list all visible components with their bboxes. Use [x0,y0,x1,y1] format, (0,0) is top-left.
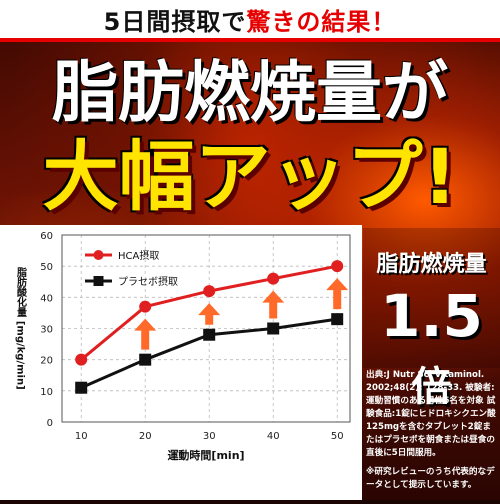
legend-label: プラセボ摂取 [118,275,178,288]
y-tick-label: 20 [40,356,53,367]
plot-frame [61,234,351,423]
y-tick-label: 40 [40,293,53,304]
y-tick-label: 50 [40,262,53,273]
up-arrow [326,278,349,310]
x-tick-label: 50 [331,431,344,442]
y-tick-label: 10 [40,387,53,398]
data-point-hca [75,353,88,366]
headline-line2: 大幅アップ! [42,132,458,221]
badge-unit: 倍 [411,364,452,410]
data-point-hca [331,260,344,273]
data-point-placebo [75,381,88,394]
chart-panel: 0 10 20 30 40 50 60 10 20 30 40 50 運動時間[min] 脂肪酸化量 [m… [0,225,362,500]
result-badge: 脂肪燃焼量 1.5 倍 [363,228,500,410]
data-point-placebo [203,328,216,341]
data-point-hca [203,285,216,298]
x-tick-label: 30 [203,431,216,442]
data-point-placebo [267,322,280,335]
source-note: 出典:J Nutr Sci Vitaminol. 2002;48(2): 128… [366,370,496,458]
y-tick-label: 0 [47,418,53,429]
data-point-hca [267,272,280,285]
legend-marker [93,250,104,260]
x-axis-label: 運動時間[min] [167,448,244,462]
banner-accent: 驚きの結果 [246,7,372,36]
up-arrow [134,318,157,350]
fat-oxidation-chart: 0 10 20 30 40 50 60 10 20 30 40 50 運動時間[min] 脂肪酸化量 [m… [15,231,351,462]
x-tick-label: 10 [75,431,88,442]
legend-marker [93,276,104,286]
headline-line1: 脂肪燃焼量が [52,54,448,131]
badge-value: 1.5 [380,282,483,350]
banner-prefix: 5日間摂取で [103,7,247,36]
y-tick-label: 60 [40,231,53,242]
study-note: 出典:J Nutr Sci Vitaminol. 2002;48(2): 128… [366,369,498,498]
x-tick-label: 40 [267,431,280,442]
top-banner: 5日間摂取で 驚きの結果！ [0,0,500,42]
x-tick-label: 20 [139,431,152,442]
data-point-placebo [331,313,344,326]
data-point-hca [139,300,152,313]
badge-title: 脂肪燃焼量 [376,252,487,277]
banner-suffix: ！ [371,7,397,36]
badge-value-wrap: 1.5 倍 [363,284,500,419]
data-point-placebo [139,353,152,366]
legend-label: HCA摂取 [118,249,159,262]
up-arrow [262,290,285,319]
y-tick-label: 30 [40,325,53,336]
up-arrow [198,303,221,325]
y-axis-label: 脂肪酸化量 [mg/kg/min] [15,266,28,389]
disclaimer-note: ※研究レビューのうち代表的なデータとして提示しています。 [366,467,495,490]
